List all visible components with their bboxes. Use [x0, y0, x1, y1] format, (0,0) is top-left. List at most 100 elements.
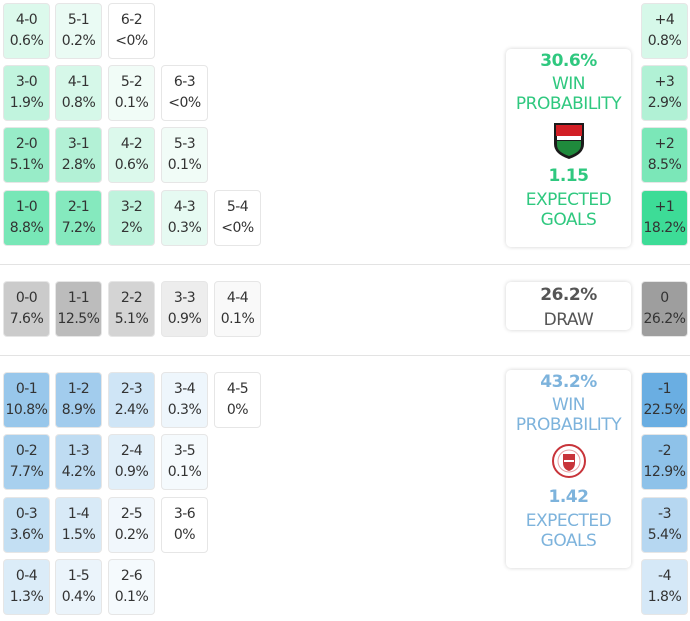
margin-cell-away: -2 12.9%: [641, 434, 688, 490]
score-label: 6-3: [173, 74, 196, 90]
probability-label: 0.1%: [114, 589, 149, 605]
probability-label: 0.2%: [61, 33, 96, 49]
score-label: 4-3: [173, 199, 196, 215]
scoreline-cell-home: 5-1 0.2%: [55, 3, 102, 59]
probability-label: 10.8%: [5, 402, 48, 418]
margin-cell-away: -3 5.4%: [641, 497, 688, 553]
scoreline-cell-away: 1-2 8.9%: [55, 372, 102, 428]
score-label: +4: [654, 12, 675, 28]
scoreline-cell-away: 1-3 4.2%: [55, 434, 102, 490]
probability-label: 1.5%: [61, 527, 96, 543]
score-label: 5-4: [226, 199, 249, 215]
probability-label: 0.3%: [167, 220, 202, 236]
score-label: -4: [658, 568, 671, 584]
probability-label: 7.7%: [9, 464, 44, 480]
score-label: -3: [658, 506, 671, 522]
scoreline-cell-away: 3-5 0.1%: [161, 434, 208, 490]
scoreline-cell-home: 4-2 0.6%: [108, 127, 155, 183]
margin-cell-home: +2 8.5%: [641, 127, 688, 183]
scoreline-cell-home: 5-4 <0%: [214, 190, 261, 246]
away-xg: 1.42: [548, 487, 589, 507]
margin-cell-home: +4 0.8%: [641, 3, 688, 59]
score-label: 0-2: [15, 443, 38, 459]
scoreline-cell-away: 0-2 7.7%: [3, 434, 50, 490]
score-label: 2-5: [120, 506, 143, 522]
margin-cell-home: +3 2.9%: [641, 65, 688, 121]
probability-label: 26.2%: [643, 311, 686, 327]
scoreline-cell-away: 1-5 0.4%: [55, 559, 102, 615]
score-label: +1: [654, 199, 675, 215]
score-label: 2-4: [120, 443, 143, 459]
scoreline-cell-draw: 1-1 12.5%: [55, 281, 102, 337]
probability-label: 0.1%: [114, 95, 149, 111]
probability-label: 2.9%: [647, 95, 682, 111]
score-label: 0: [660, 290, 669, 306]
divider: [0, 355, 690, 356]
score-label: 2-1: [67, 199, 90, 215]
home-xg-label: EXPECTED GOALS: [525, 190, 612, 230]
probability-label: 5.4%: [647, 527, 682, 543]
probability-label: 22.5%: [643, 402, 686, 418]
scoreline-cell-home: 2-0 5.1%: [3, 127, 50, 183]
scoreline-cell-draw: 2-2 5.1%: [108, 281, 155, 337]
away-xg-label: EXPECTED GOALS: [525, 511, 612, 551]
score-label: 2-2: [120, 290, 143, 306]
score-label: -2: [658, 443, 671, 459]
scoreline-cell-home: 5-3 0.1%: [161, 127, 208, 183]
probability-label: 1.8%: [647, 589, 682, 605]
probability-label: 12.5%: [57, 311, 100, 327]
probability-label: 18.2%: [643, 220, 686, 236]
probability-label: 0.1%: [167, 157, 202, 173]
score-label: 5-2: [120, 74, 143, 90]
probability-label: <0%: [221, 220, 254, 236]
score-label: 1-2: [67, 381, 90, 397]
scoreline-cell-away: 3-6 0%: [161, 497, 208, 553]
probability-label: 0.8%: [647, 33, 682, 49]
score-label: 2-6: [120, 568, 143, 584]
probability-label: <0%: [168, 95, 201, 111]
scoreline-cell-away: 0-4 1.3%: [3, 559, 50, 615]
probability-label: 0.9%: [167, 311, 202, 327]
margin-cell-home: +1 18.2%: [641, 190, 688, 246]
probability-label: 2.8%: [61, 157, 96, 173]
probability-label: 5.1%: [9, 157, 44, 173]
scoreline-cell-away: 0-3 3.6%: [3, 497, 50, 553]
score-label: 1-3: [67, 443, 90, 459]
scoreline-cell-draw: 4-4 0.1%: [214, 281, 261, 337]
score-label: 3-2: [120, 199, 143, 215]
score-label: 1-5: [67, 568, 90, 584]
score-label: 2-3: [120, 381, 143, 397]
scoreline-cell-away: 2-5 0.2%: [108, 497, 155, 553]
scoreline-cell-draw: 3-3 0.9%: [161, 281, 208, 337]
score-label: 2-0: [15, 136, 38, 152]
score-label: 5-3: [173, 136, 196, 152]
score-label: 3-0: [15, 74, 38, 90]
probability-label: 0%: [173, 527, 196, 543]
scoreline-cell-home: 6-2 <0%: [108, 3, 155, 59]
home-xg: 1.15: [548, 166, 589, 186]
scoreline-cell-away: 2-4 0.9%: [108, 434, 155, 490]
score-label: +3: [654, 74, 675, 90]
margin-cell-draw: 0 26.2%: [641, 281, 688, 337]
scoreline-cell-home: 1-0 8.8%: [3, 190, 50, 246]
probability-label: 0.6%: [114, 157, 149, 173]
scoreline-cell-away: 3-4 0.3%: [161, 372, 208, 428]
home-team-card: 30.6% WIN PROBABILITY 1.15 EXPECTED GOALS: [506, 49, 631, 247]
scoreline-cell-away: 4-5 0%: [214, 372, 261, 428]
score-label: 3-3: [173, 290, 196, 306]
probability-label: 2%: [120, 220, 143, 236]
draw-card: 26.2% DRAW: [506, 282, 631, 330]
score-label: 4-1: [67, 74, 90, 90]
score-label: 0-0: [15, 290, 38, 306]
scoreline-cell-away: 2-6 0.1%: [108, 559, 155, 615]
probability-label: 0.1%: [167, 464, 202, 480]
probability-label: 3.6%: [9, 527, 44, 543]
scoreline-cell-draw: 0-0 7.6%: [3, 281, 50, 337]
away-win-label: WIN PROBABILITY: [515, 395, 622, 435]
score-label: 0-1: [15, 381, 38, 397]
probability-label: 12.9%: [643, 464, 686, 480]
score-label: +2: [654, 136, 675, 152]
home-win-pct: 30.6%: [540, 51, 597, 71]
scoreline-cell-home: 4-1 0.8%: [55, 65, 102, 121]
draw-pct: 26.2%: [540, 285, 597, 305]
